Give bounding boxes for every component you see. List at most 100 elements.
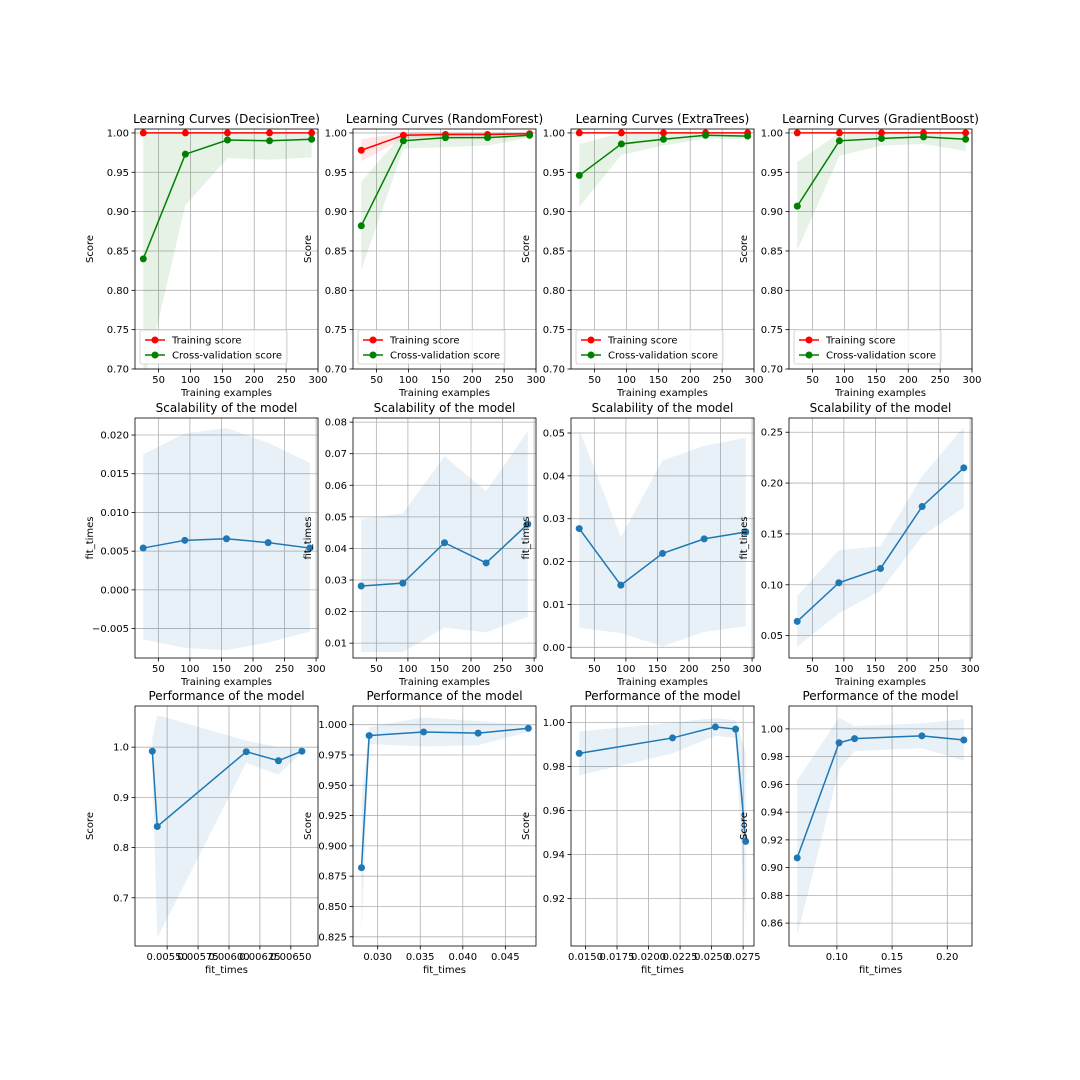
y-tick-label: 0.98 (543, 762, 565, 773)
data-point (960, 736, 968, 744)
data-point (441, 134, 449, 142)
x-tick-label: 150 (649, 375, 668, 386)
x-axis-label: Training examples (834, 677, 926, 688)
data-point (358, 864, 366, 872)
y-tick-label: 0.94 (543, 850, 565, 861)
y-tick-label: 1.000 (318, 720, 347, 731)
x-axis-label: fit_times (423, 965, 466, 976)
legend-marker (369, 351, 377, 359)
confidence-band (797, 132, 966, 251)
data-point (420, 728, 428, 736)
y-tick-label: 0.9 (113, 793, 129, 804)
legend-marker (369, 336, 377, 344)
subplot-title: Learning Curves (RandomForest) (346, 112, 543, 126)
data-point (139, 129, 147, 137)
confidence-band (579, 429, 746, 647)
legend-label: Cross-validation score (608, 351, 718, 362)
y-tick-label: 0.05 (761, 631, 783, 642)
y-tick-label: 0.80 (543, 286, 565, 297)
x-tick-label: 250 (277, 375, 296, 386)
legend: Training score Cross-validation score (357, 329, 506, 365)
confidence-band (579, 132, 748, 207)
subplot-title: Scalability of the model (374, 401, 516, 415)
y-tick-label: 0.015 (100, 469, 129, 480)
x-axis-label: Training examples (616, 388, 708, 399)
y-tick-label: 0.92 (761, 835, 783, 846)
x-axis-label: Training examples (834, 388, 926, 399)
axes-frame (788, 128, 973, 370)
y-tick-label: 0.20 (761, 479, 783, 490)
subplot-scalability-gradientboost: 50 100 150 200 250 300 0.05 0.10 0.15 0.20 0.25 Sca… (739, 401, 980, 688)
data-point (575, 525, 583, 533)
x-tick-label: 50 (370, 664, 383, 675)
y-tick-label: 0.70 (107, 365, 129, 376)
data-point (524, 724, 532, 732)
y-tick-label: 0.03 (325, 576, 347, 587)
x-tick-label: 200 (243, 664, 262, 675)
confidence-band (797, 717, 964, 936)
data-point (308, 129, 316, 137)
data-point (669, 734, 677, 742)
legend-label: Training score (825, 336, 896, 347)
legend-label: Cross-validation score (390, 351, 500, 362)
y-axis-label: fit_times (303, 516, 314, 559)
x-tick-label: 200 (899, 375, 918, 386)
axes-frame (134, 128, 319, 370)
data-point (877, 134, 885, 142)
x-tick-label: 250 (275, 664, 294, 675)
x-tick-label: 0.035 (406, 952, 435, 963)
x-tick-label: 50 (152, 664, 165, 675)
subplot-learning-gradientboost: 50 100 150 200 250 3000.700.750.800.850.900.9… (739, 112, 982, 399)
x-tick-label: 0.0150 (568, 952, 603, 963)
data-point (732, 725, 740, 733)
y-tick-label: 0.01 (325, 639, 347, 650)
confidence-band (143, 132, 312, 369)
x-tick-label: 0.0200 (631, 952, 666, 963)
y-tick-label: 0.875 (318, 872, 347, 883)
x-tick-label: 0.030 (363, 952, 392, 963)
data-point (399, 131, 407, 139)
data-point (793, 129, 801, 137)
x-tick-label: 300 (961, 664, 980, 675)
x-tick-label: 0.10 (826, 952, 848, 963)
axes-frame (570, 417, 755, 659)
y-tick-label: 0.950 (318, 781, 347, 792)
data-point (399, 579, 407, 587)
x-tick-label: 0.0225 (663, 952, 698, 963)
x-tick-label: 100 (834, 664, 853, 675)
x-tick-label: 100 (398, 664, 417, 675)
legend-marker (805, 351, 813, 359)
y-tick-label: 0.94 (761, 808, 783, 819)
x-tick-label: 300 (743, 664, 762, 675)
legend-label: Training score (389, 336, 460, 347)
data-point (742, 837, 750, 845)
subplot-title: Scalability of the model (592, 401, 734, 415)
subplot-title: Performance of the model (802, 689, 958, 703)
data-point (918, 502, 926, 510)
x-tick-label: 100 (616, 664, 635, 675)
x-tick-label: 0.20 (936, 952, 958, 963)
data-point (742, 528, 750, 536)
legend-box (793, 329, 942, 365)
y-tick-label: 1.00 (543, 128, 565, 139)
data-point (877, 565, 884, 573)
y-tick-label: 0.00 (543, 643, 565, 654)
subplot-scalability-randomforest: 50 100 150 200 250 300 0.01 0.02 0.03 0.04 0.05 0.0… (303, 401, 544, 688)
data-point (357, 222, 365, 230)
axes-frame (134, 705, 319, 947)
x-tick-label: 50 (806, 375, 819, 386)
y-tick-label: 0.80 (761, 286, 783, 297)
x-tick-label: 50 (152, 375, 165, 386)
x-tick-label: 250 (493, 664, 512, 675)
y-tick-label: 0.975 (318, 750, 347, 761)
y-tick-label: 0.90 (543, 207, 565, 218)
y-tick-label: 0.925 (318, 811, 347, 822)
y-tick-label: 0.8 (113, 843, 129, 854)
y-tick-label: 0.25 (761, 428, 783, 439)
data-point (242, 748, 250, 756)
subplot-title: Scalability of the model (810, 401, 952, 415)
x-tick-label: 50 (370, 375, 383, 386)
x-tick-label: 50 (588, 664, 601, 675)
x-tick-label: 200 (681, 375, 700, 386)
data-point (659, 129, 667, 137)
